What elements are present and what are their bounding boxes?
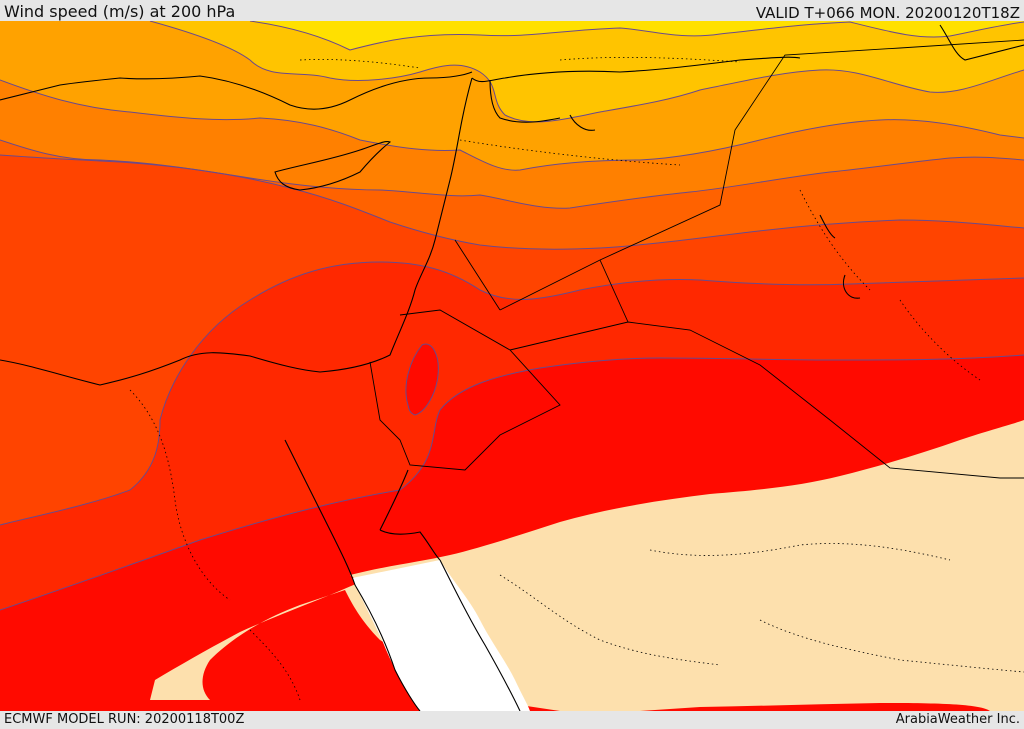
provider-credit: ArabiaWeather Inc. <box>895 712 1020 727</box>
model-run: ECMWF MODEL RUN: 20200118T00Z <box>4 712 245 727</box>
contour-lines <box>0 21 1024 611</box>
map-area <box>0 21 1024 711</box>
band-7-pocket <box>405 344 439 415</box>
borders <box>369 39 1024 479</box>
footer-bar: ECMWF MODEL RUN: 20200118T00Z ArabiaWeat… <box>0 711 1024 729</box>
red-sea-low-wind <box>352 560 530 711</box>
low-wind-land <box>150 420 1024 711</box>
header-bar: Wind speed (m/s) at 200 hPa VALID T+066 … <box>0 0 1024 22</box>
internal-boundaries <box>129 56 1024 701</box>
map-title: Wind speed (m/s) at 200 hPa <box>4 2 236 21</box>
coastlines <box>0 24 1024 711</box>
valid-time: VALID T+066 MON. 20200120T18Z <box>755 4 1020 22</box>
wind-speed-map <box>0 21 1024 711</box>
